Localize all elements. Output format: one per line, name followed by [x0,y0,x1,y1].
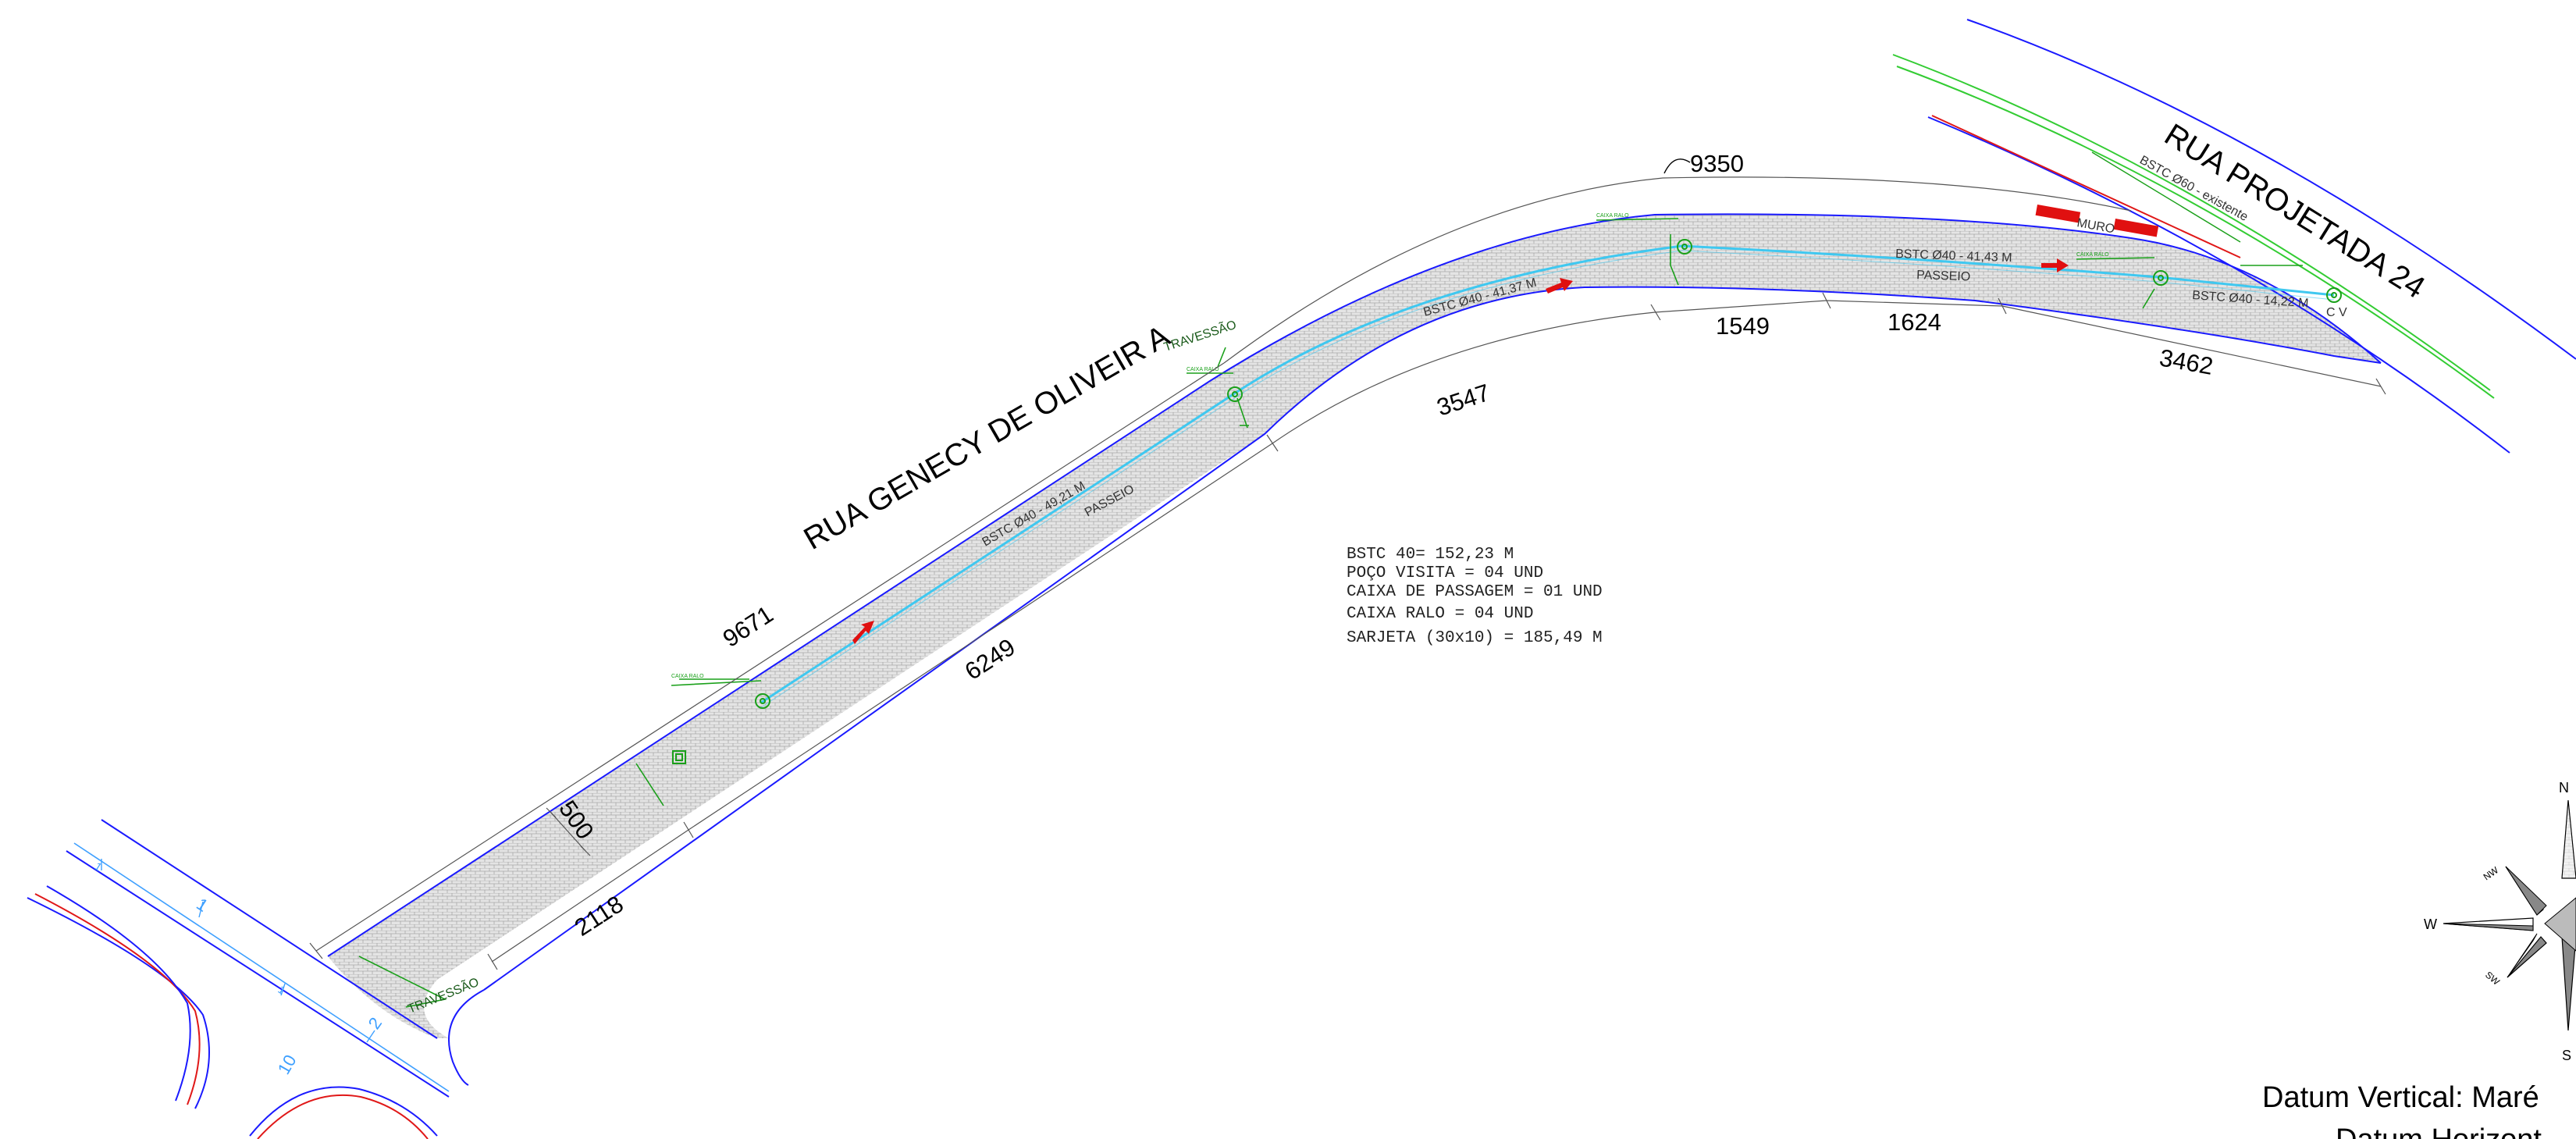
cv-label: C V [2326,306,2347,319]
dim-1624: 1624 [1888,308,1941,336]
compass-n-label: N [2559,780,2569,796]
flow-arrow [2041,258,2069,272]
svg-text:1: 1 [193,894,212,916]
manhole-cv [2326,287,2342,303]
cross-street-lower-left [27,819,450,1139]
side-street-lines [1892,19,2576,454]
passage-box [672,750,686,764]
svg-text:CAIXA RALO: CAIXA RALO [2076,252,2109,258]
quantities-notes: BSTC 40= 152,23 M POÇO VISITA = 04 UND C… [1347,546,1603,647]
road-edge-top [327,213,2382,957]
manhole [1227,386,1243,402]
paved-road-surface [328,214,2381,1038]
compass-nw-label: NW [2482,864,2501,882]
manhole [2153,270,2169,286]
note-line-2: POÇO VISITA = 04 UND [1347,564,1543,582]
svg-text:CAIXA RALO: CAIXA RALO [671,674,704,679]
flow-arrow [852,621,874,644]
manhole [1677,239,1692,254]
road-edge-bottom [483,286,2382,991]
svg-text:CAIXA RALO: CAIXA RALO [1596,213,1629,219]
note-line-5: SARJETA (30x10) = 185,49 M [1347,629,1603,647]
note-line-3: CAIXA DE PASSAGEM = 01 UND [1347,583,1603,601]
flow-arrow [1546,278,1573,294]
datum-vertical: Datum Vertical: Maré [2262,1081,2539,1114]
compass-w-label: W [2424,917,2437,932]
note-line-4: CAIXA RALO = 04 UND [1347,605,1533,623]
svg-text:1: 1 [92,860,104,874]
dimension-lines [309,176,2386,970]
manhole [755,693,770,709]
dim-6249: 6249 [960,633,1020,685]
pipe-label-seg3: BSTC Ø40 - 41,43 M [1895,247,2012,265]
dim-3547: 3547 [1433,379,1493,422]
passeio-label-2: PASSEIO [1916,269,1971,283]
compass-rose: N W S NW SW [2424,780,2576,1063]
dim-9671: 9671 [718,600,778,653]
drain-inlets [358,218,2303,1008]
compass-s-label: S [2562,1048,2571,1063]
svg-text:10: 10 [274,1052,301,1078]
svg-text:2: 2 [365,1013,386,1032]
dim-1549: 1549 [1716,312,1770,340]
dim-2118: 2118 [570,890,628,941]
svg-text:1: 1 [276,983,287,997]
compass-sw-label: SW [2483,970,2502,988]
compass-south-point-icon [2561,936,2576,1031]
road-edge-curve-start [448,989,485,1086]
inlet-text-marks: CAIXA RALO CAIXA RALO CAIXA RALO CAIXA R… [671,213,2109,679]
svg-text:CAIXA RALO: CAIXA RALO [1187,367,1219,372]
dim-9350: 9350 [1690,150,1744,177]
note-line-1: BSTC 40= 152,23 M [1347,546,1514,564]
muro-wall [2035,205,2159,237]
datum-horizontal: Datum Horizont [2336,1123,2542,1139]
